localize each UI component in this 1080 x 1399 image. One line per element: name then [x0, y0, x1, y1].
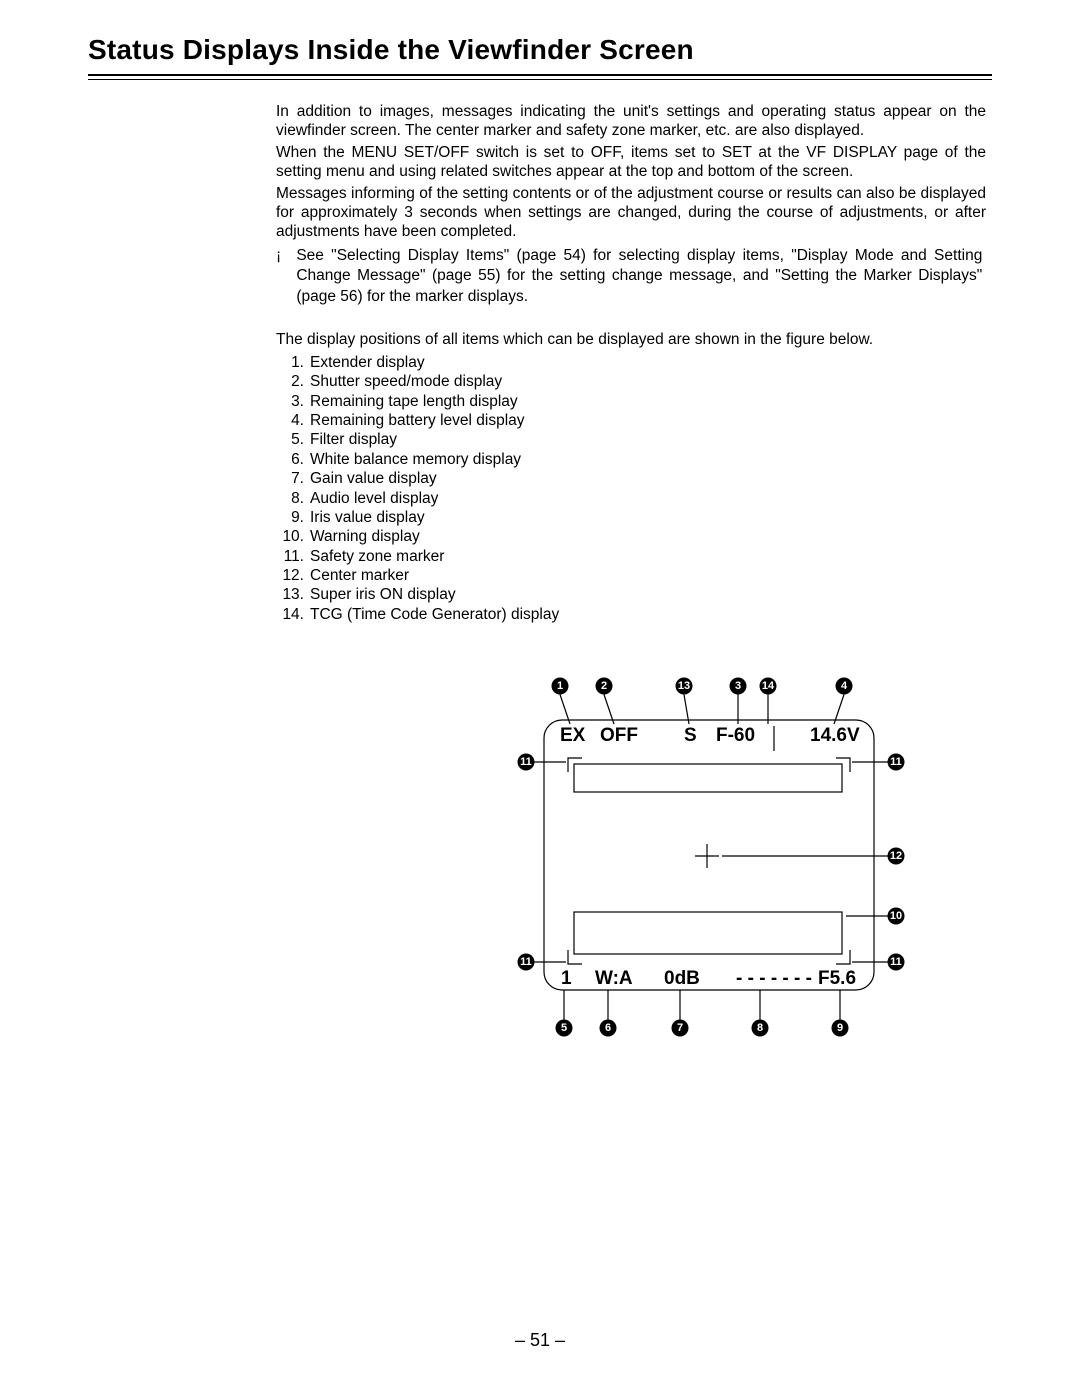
- callout-number: 11: [890, 756, 902, 768]
- list-item-number: 12.: [276, 566, 310, 585]
- list-item-text: Shutter speed/mode display: [310, 372, 986, 391]
- list-item-number: 4.: [276, 411, 310, 430]
- list-item: 2.Shutter speed/mode display: [276, 372, 986, 391]
- list-item: 5.Filter display: [276, 430, 986, 449]
- list-item-text: Super iris ON display: [310, 585, 986, 604]
- list-item: 7.Gain value display: [276, 469, 986, 488]
- callout-number: 2: [601, 680, 607, 692]
- top-label-ex: EX: [560, 725, 586, 746]
- callout-number: 8: [757, 1022, 763, 1034]
- list-item-number: 5.: [276, 430, 310, 449]
- list-item-number: 2.: [276, 372, 310, 391]
- heading-rule: [88, 74, 992, 80]
- safety-corner-br: [836, 950, 850, 964]
- callout-number: 14: [762, 680, 775, 692]
- safety-corner-bl: [568, 950, 582, 964]
- note-block: ¡ See "Selecting Display Items" (page 54…: [276, 246, 986, 307]
- list-item-text: Warning display: [310, 527, 986, 546]
- list-item-text: TCG (Time Code Generator) display: [310, 605, 986, 624]
- list-item-text: Filter display: [310, 430, 986, 449]
- page-heading: Status Displays Inside the Viewfinder Sc…: [88, 34, 992, 72]
- list-item-text: Gain value display: [310, 469, 986, 488]
- list-item: 13.Super iris ON display: [276, 585, 986, 604]
- list-item: 11.Safety zone marker: [276, 547, 986, 566]
- list-item-number: 13.: [276, 585, 310, 604]
- callout-number: 5: [561, 1022, 567, 1034]
- list-item-text: White balance memory display: [310, 450, 986, 469]
- list-item: 1.Extender display: [276, 353, 986, 372]
- bottom-label-wa: W:A: [595, 968, 633, 989]
- safety-corner-tl: [568, 758, 582, 772]
- top-label-s: S: [684, 725, 697, 746]
- callout-number: 4: [841, 680, 848, 692]
- list-item-number: 1.: [276, 353, 310, 372]
- list-item-number: 6.: [276, 450, 310, 469]
- list-item: 4.Remaining battery level display: [276, 411, 986, 430]
- list-item-text: Remaining tape length display: [310, 392, 986, 411]
- list-item-number: 14.: [276, 605, 310, 624]
- list-item-number: 11.: [276, 547, 310, 566]
- list-item: 10.Warning display: [276, 527, 986, 546]
- bottom-label-f56: F5.6: [818, 968, 856, 989]
- body-column: In addition to images, messages indicati…: [276, 102, 986, 1056]
- list-item-text: Iris value display: [310, 508, 986, 527]
- callout-number: 11: [890, 956, 902, 968]
- list-item: 14.TCG (Time Code Generator) display: [276, 605, 986, 624]
- list-item-number: 10.: [276, 527, 310, 546]
- callout-number: 9: [837, 1022, 843, 1034]
- note-bullet-icon: ¡: [276, 246, 292, 266]
- paragraph-3: Messages informing of the setting conten…: [276, 184, 986, 242]
- list-item-number: 8.: [276, 489, 310, 508]
- callout-number: 10: [890, 910, 902, 922]
- callout-number: 13: [678, 680, 690, 692]
- paragraph-1: In addition to images, messages indicati…: [276, 102, 986, 141]
- bottom-label-one: 1: [561, 968, 572, 989]
- list-item-text: Safety zone marker: [310, 547, 986, 566]
- paragraph-2: When the MENU SET/OFF switch is set to O…: [276, 143, 986, 182]
- top-label-volt: 14.6V: [810, 725, 860, 746]
- safety-corner-tr: [836, 758, 850, 772]
- list-item-number: 3.: [276, 392, 310, 411]
- top-label-f60: F-60: [716, 725, 755, 746]
- list-item-text: Audio level display: [310, 489, 986, 508]
- bottom-label-dashes: - - - - - - -: [736, 968, 812, 989]
- page-number: – 51 –: [0, 1330, 1080, 1351]
- callout-number: 11: [520, 956, 532, 968]
- list-item-number: 7.: [276, 469, 310, 488]
- top-label-off: OFF: [600, 725, 638, 746]
- viewfinder-diagram: EX OFF S F-60 14.6V 1 W:A 0dB - - - - - - - F5.6 1…: [494, 676, 914, 1056]
- callout-number: 3: [735, 680, 741, 692]
- callout-number: 1: [557, 680, 563, 692]
- safety-bottom-rect: [574, 912, 842, 954]
- callout-number: 12: [890, 850, 902, 862]
- callout-number: 6: [605, 1022, 611, 1034]
- list-item: 9.Iris value display: [276, 508, 986, 527]
- positions-intro: The display positions of all items which…: [276, 331, 986, 349]
- list-item-number: 9.: [276, 508, 310, 527]
- list-item: 3.Remaining tape length display: [276, 392, 986, 411]
- list-item-text: Remaining battery level display: [310, 411, 986, 430]
- safety-top-rect: [574, 764, 842, 792]
- callout-number: 7: [677, 1022, 683, 1034]
- list-item: 12.Center marker: [276, 566, 986, 585]
- numbered-list: 1.Extender display2.Shutter speed/mode d…: [276, 353, 986, 624]
- note-text: See "Selecting Display Items" (page 54) …: [296, 246, 982, 307]
- list-item: 6.White balance memory display: [276, 450, 986, 469]
- screen-outline: [544, 720, 874, 990]
- callout-number: 11: [520, 756, 532, 768]
- bottom-label-db: 0dB: [664, 968, 700, 989]
- list-item-text: Center marker: [310, 566, 986, 585]
- list-item-text: Extender display: [310, 353, 986, 372]
- list-item: 8.Audio level display: [276, 489, 986, 508]
